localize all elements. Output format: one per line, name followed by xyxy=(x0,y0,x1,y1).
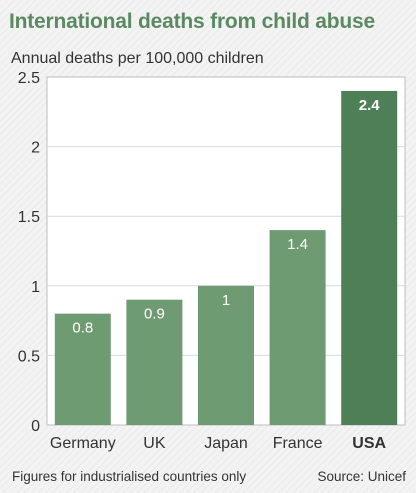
chart-title: International deaths from child abuse xyxy=(9,10,375,33)
bar-uk xyxy=(126,299,183,425)
y-tick-label: 0.5 xyxy=(18,348,40,365)
bar-japan xyxy=(198,285,254,425)
x-axis-ticks: Germany UK Japan France USA xyxy=(50,435,387,452)
y-tick-label: 2.5 xyxy=(18,70,40,87)
y-tick-label: 1.5 xyxy=(18,209,40,226)
source-note: Source: Unicef xyxy=(317,469,406,484)
x-tick-label: USA xyxy=(352,435,386,452)
data-label: 2.4 xyxy=(359,97,381,114)
data-label: 1.4 xyxy=(287,236,308,253)
data-label: 1 xyxy=(222,292,230,309)
x-tick-label: France xyxy=(273,435,323,452)
footnote: Figures for industrialised countries onl… xyxy=(12,469,247,484)
y-tick-label: 2 xyxy=(31,140,40,157)
bar-usa xyxy=(341,90,398,426)
bar-germany xyxy=(54,313,111,425)
data-label: 0.8 xyxy=(72,320,93,337)
x-tick-label: UK xyxy=(143,435,166,452)
y-axis-ticks: 0 0.5 1 1.5 2 2.5 xyxy=(18,70,40,435)
y-tick-label: 1 xyxy=(31,279,40,296)
data-label: 0.9 xyxy=(144,306,165,323)
y-tick-label: 0 xyxy=(31,418,40,435)
y-axis-label: Annual deaths per 100,000 children xyxy=(11,50,264,67)
bar-france xyxy=(269,230,326,425)
x-tick-label: Japan xyxy=(204,435,248,452)
x-tick-label: Germany xyxy=(50,435,116,452)
bars: 0.8 0.9 1 1.4 2.4 xyxy=(54,90,398,426)
